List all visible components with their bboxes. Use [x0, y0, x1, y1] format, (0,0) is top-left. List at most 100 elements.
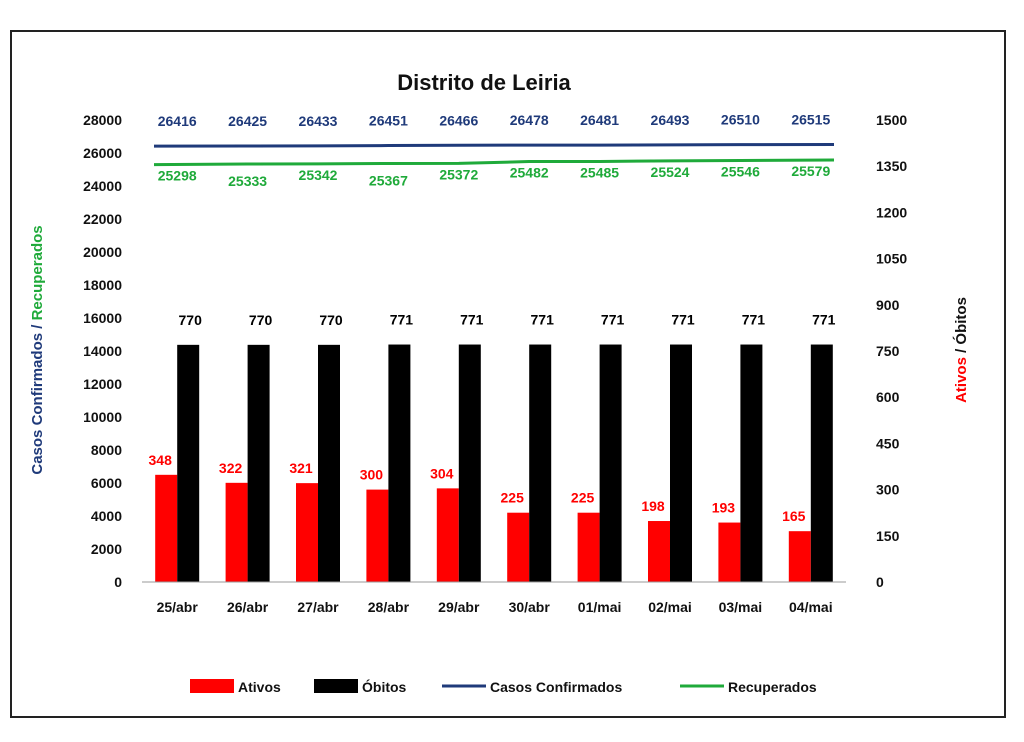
bar-ativos — [296, 483, 318, 582]
data-label: 771 — [671, 312, 695, 328]
left-tick-label: 4000 — [91, 508, 122, 524]
right-axis-label-sep: / — [953, 345, 970, 358]
right-axis-label-part2: Óbitos — [952, 297, 970, 345]
left-tick-label: 26000 — [83, 145, 122, 161]
bar--bitos — [670, 344, 692, 582]
bar--bitos — [810, 344, 833, 582]
data-label: 771 — [601, 312, 625, 328]
data-label: 771 — [742, 312, 766, 328]
data-label: 771 — [812, 312, 836, 328]
bar-ativos — [648, 521, 670, 582]
bar--bitos — [458, 344, 481, 582]
data-label: 26493 — [651, 112, 690, 128]
legend-label: Casos Confirmados — [490, 679, 622, 695]
right-tick-label: 600 — [876, 389, 900, 405]
data-label: 25482 — [510, 165, 549, 181]
line-series: 26416 26425 26433 26451 26466 26478 26481 26493… — [153, 112, 835, 189]
data-label: 25342 — [299, 167, 338, 183]
bar-ativos — [225, 482, 248, 582]
data-label: 26451 — [369, 113, 408, 129]
left-axis-label-part2: Recuperados — [29, 225, 46, 320]
x-tick-label: 04/mai — [789, 599, 833, 615]
legend-swatch-ativos — [190, 679, 234, 693]
left-tick-label: 28000 — [83, 112, 122, 128]
data-label: 304 — [430, 465, 454, 481]
left-axis-label: Casos Confirmados / Recuperados — [29, 225, 46, 474]
bar--bitos — [247, 344, 270, 582]
data-label: 25546 — [721, 163, 760, 179]
data-label: 193 — [712, 500, 736, 516]
bar-series: 348 322 321 300 304 225 225 198 193 165 770 770 770 7… — [149, 312, 836, 582]
x-tick-label: 29/abr — [438, 599, 480, 615]
x-tick-label: 03/mai — [719, 599, 763, 615]
right-axis-label: Ativos / Óbitos — [952, 297, 970, 403]
x-tick-label: 02/mai — [648, 599, 692, 615]
bar-ativos — [507, 512, 530, 582]
data-label: 25367 — [369, 172, 408, 188]
line-casos-confirmados — [153, 143, 835, 148]
left-tick-label: 2000 — [91, 541, 122, 557]
right-tick-label: 150 — [876, 528, 900, 544]
left-tick-label: 12000 — [83, 376, 122, 392]
chart-svg: Distrito de Leiria 020004000600080001000… — [29, 70, 970, 695]
data-label: 770 — [179, 312, 203, 328]
left-tick-label: 8000 — [91, 442, 122, 458]
left-axis-label-part1: Casos Confirmados — [29, 333, 46, 475]
left-tick-label: 18000 — [83, 277, 122, 293]
right-tick-label: 900 — [876, 297, 900, 313]
data-label: 26510 — [721, 112, 760, 128]
right-tick-label: 1500 — [876, 112, 907, 128]
data-label: 26515 — [791, 112, 830, 128]
data-label: 198 — [641, 498, 665, 514]
left-tick-label: 22000 — [83, 211, 122, 227]
left-tick-label: 10000 — [83, 409, 122, 425]
legend-label: Ativos — [238, 679, 281, 695]
bar-ativos — [366, 489, 389, 582]
data-label: 322 — [219, 460, 243, 476]
right-tick-label: 450 — [876, 435, 900, 451]
bar-ativos — [577, 512, 600, 582]
data-label: 770 — [249, 312, 273, 328]
legend: Ativos Óbitos Casos Confirmados Recuperados — [190, 678, 817, 695]
left-tick-label: 14000 — [83, 343, 122, 359]
legend-label: Recuperados — [728, 679, 817, 695]
data-label: 770 — [319, 312, 343, 328]
right-tick-label: 1050 — [876, 251, 907, 267]
right-tick-label: 750 — [876, 343, 900, 359]
legend-label: Óbitos — [362, 678, 407, 695]
bar-ativos — [155, 474, 178, 582]
data-label: 26478 — [510, 112, 549, 128]
data-label: 321 — [289, 460, 313, 476]
x-tick-label: 27/abr — [297, 599, 339, 615]
data-label: 25372 — [439, 166, 478, 182]
x-tick-label: 26/abr — [227, 599, 269, 615]
legend-swatch--bitos — [314, 679, 358, 693]
right-axis-label-part1: Ativos — [953, 357, 970, 403]
left-tick-label: 16000 — [83, 310, 122, 326]
bar-ativos — [718, 522, 741, 582]
data-label: 25579 — [791, 163, 830, 179]
left-axis: 0 2000 4000 6000 8000 10000 12000 14000 16000 180… — [83, 112, 122, 590]
x-tick-label: 01/mai — [578, 599, 622, 615]
bar--bitos — [529, 344, 552, 582]
data-label: 25298 — [158, 168, 197, 184]
left-tick-label: 6000 — [91, 475, 122, 491]
x-axis: 25/abr 26/abr 27/abr 28/abr 29/abr 30/abr 01/m… — [142, 581, 846, 615]
line-recuperados — [153, 158, 835, 167]
right-tick-label: 0 — [876, 574, 884, 590]
data-label: 25485 — [580, 164, 619, 180]
bar-ativos — [436, 488, 459, 582]
data-label: 165 — [782, 508, 806, 524]
right-tick-label: 1200 — [876, 204, 907, 220]
data-label: 300 — [360, 467, 384, 483]
data-label: 771 — [531, 312, 555, 328]
data-label: 25333 — [228, 173, 267, 189]
x-tick-label: 28/abr — [368, 599, 410, 615]
right-tick-label: 300 — [876, 482, 900, 498]
bar--bitos — [318, 344, 340, 582]
left-axis-label-sep: / — [29, 320, 46, 333]
left-tick-label: 24000 — [83, 178, 122, 194]
x-tick-label: 30/abr — [509, 599, 551, 615]
data-label: 26425 — [228, 113, 267, 129]
bar-ativos — [788, 531, 811, 582]
